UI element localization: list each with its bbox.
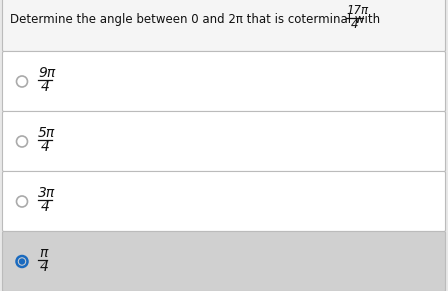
Text: 4: 4 [41, 200, 50, 214]
Text: .: . [364, 4, 368, 17]
Text: π: π [39, 246, 47, 260]
Text: 17π: 17π [346, 4, 368, 17]
FancyBboxPatch shape [3, 0, 445, 52]
Text: 4: 4 [41, 140, 50, 154]
Text: 4: 4 [40, 260, 49, 274]
FancyBboxPatch shape [3, 52, 445, 111]
Circle shape [19, 258, 25, 265]
Text: 5π: 5π [38, 126, 55, 140]
Text: 4: 4 [41, 80, 50, 94]
FancyBboxPatch shape [3, 111, 445, 171]
Text: Determine the angle between 0 and 2π that is coterminal with: Determine the angle between 0 and 2π tha… [10, 13, 380, 26]
Text: 4: 4 [351, 17, 358, 31]
Text: 9π: 9π [38, 66, 55, 80]
Text: 3π: 3π [38, 186, 55, 200]
FancyBboxPatch shape [3, 232, 445, 291]
FancyBboxPatch shape [3, 171, 445, 232]
